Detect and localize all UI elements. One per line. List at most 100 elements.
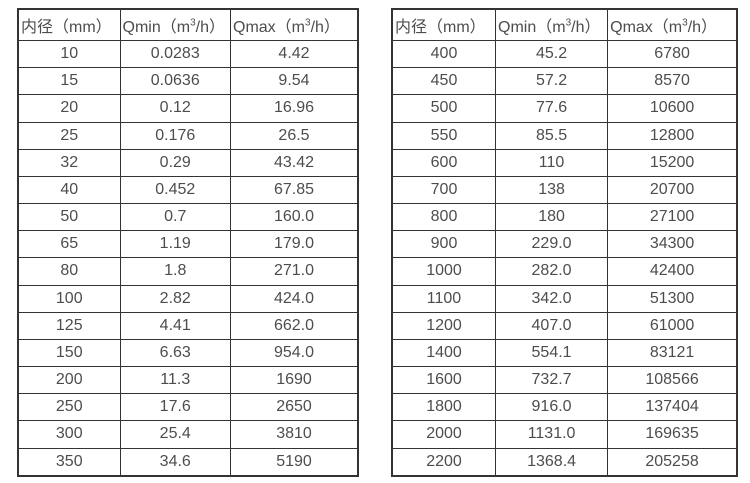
table-row: 150 6.63 954.0 xyxy=(17,338,359,368)
table-cell: 4.42 xyxy=(230,39,359,69)
cubic-superscript: 3 xyxy=(565,17,572,29)
table-cell: 150 xyxy=(17,338,121,368)
table-cell: 424.0 xyxy=(230,284,359,313)
table-cell: 200 xyxy=(17,366,121,395)
table-cell: 300 xyxy=(17,420,121,449)
table-cell: 1100 xyxy=(391,284,496,313)
table-cell: 42400 xyxy=(607,257,738,286)
table-cell: 0.0283 xyxy=(119,39,231,69)
table-cell: 1600 xyxy=(391,366,496,395)
header-qmax-unit-suffix: /h） xyxy=(687,19,718,36)
table-cell: 50 xyxy=(17,203,121,232)
table-cell: 500 xyxy=(391,94,496,123)
table-row: 2200 1368.4 205258 xyxy=(391,447,738,477)
table-cell: 2000 xyxy=(391,420,496,449)
table-cell: 100 xyxy=(17,284,121,313)
table-row: 1600 732.7 108566 xyxy=(391,366,738,395)
table-row: 350 34.6 5190 xyxy=(17,447,359,477)
table-cell: 0.29 xyxy=(119,148,231,177)
table-row: 100 2.82 424.0 xyxy=(17,284,359,313)
table-cell: 77.6 xyxy=(494,94,609,123)
table-row: 1200 407.0 61000 xyxy=(391,311,738,340)
header-diameter-label: 内径（mm） xyxy=(395,19,486,36)
table-cell: 85.5 xyxy=(494,121,609,150)
table-cell: 1200 xyxy=(391,311,496,340)
table-cell: 8570 xyxy=(607,67,738,96)
table-cell: 271.0 xyxy=(230,257,359,286)
header-qmax-unit-suffix: /h） xyxy=(310,19,340,36)
table-cell: 229.0 xyxy=(494,230,609,259)
table-cell: 34300 xyxy=(607,230,738,259)
table-cell: 83121 xyxy=(607,338,738,368)
table-row: 300 25.4 3810 xyxy=(17,420,359,449)
table-cell: 250 xyxy=(17,393,121,422)
table-cell: 800 xyxy=(391,203,496,232)
table-cell: 10600 xyxy=(607,94,738,123)
flow-spec-table-small-diameters: 内径（mm） Qmin（m3/h） Qmax（m3/h） 10 0.0283 4.4… xyxy=(17,8,359,477)
table-cell: 179.0 xyxy=(230,230,359,259)
table-cell: 3810 xyxy=(230,420,359,449)
table-row: 400 45.2 6780 xyxy=(391,39,738,69)
table-cell: 20700 xyxy=(607,175,738,205)
table-row: 15 0.0636 9.54 xyxy=(17,67,359,96)
table-cell: 57.2 xyxy=(494,67,609,96)
table-row: 1400 554.1 83121 xyxy=(391,338,738,368)
table-row: 600 110 15200 xyxy=(391,148,738,177)
table-row: 450 57.2 8570 xyxy=(391,67,738,96)
header-qmax-label: Qmax（m xyxy=(233,19,306,36)
cubic-superscript: 3 xyxy=(190,17,196,29)
cubic-superscript: 3 xyxy=(682,17,688,29)
table-row: 2000 1131.0 169635 xyxy=(391,420,738,449)
table-cell: 1.8 xyxy=(119,257,231,286)
table-cell: 45.2 xyxy=(494,39,609,69)
table-cell: 4.41 xyxy=(119,311,231,340)
table-cell: 65 xyxy=(17,230,121,259)
table-cell: 1000 xyxy=(391,257,496,286)
header-qmax: Qmax（m3/h） xyxy=(230,8,359,41)
table-row: 1800 916.0 137404 xyxy=(391,393,738,422)
table-cell: 138 xyxy=(494,175,609,205)
table-cell: 342.0 xyxy=(494,284,609,313)
table-row: 800 180 27100 xyxy=(391,203,738,232)
table-cell: 6.63 xyxy=(119,338,231,368)
table-cell: 732.7 xyxy=(494,366,609,395)
table-cell: 0.0636 xyxy=(119,67,231,96)
header-diameter-label: 内径（mm） xyxy=(21,19,112,36)
table-cell: 169635 xyxy=(607,420,738,449)
table-row: 700 138 20700 xyxy=(391,175,738,205)
table-cell: 160.0 xyxy=(230,203,359,232)
cubic-superscript: 3 xyxy=(305,17,311,29)
header-row: 内径（mm） Qmin（m3/h） Qmax（m3/h） xyxy=(391,8,738,41)
header-qmin: Qmin（m3/h） xyxy=(494,8,609,41)
table-cell: 2650 xyxy=(230,393,359,422)
table-cell: 1800 xyxy=(391,393,496,422)
table-body-large-diameters: 400 45.2 6780 450 57.2 8570 500 77.6 10600 550 85.… xyxy=(391,39,738,477)
table-cell: 5190 xyxy=(230,447,359,477)
table-row: 20 0.12 16.96 xyxy=(17,94,359,123)
header-qmin-unit-suffix: /h） xyxy=(571,19,601,36)
table-cell: 0.7 xyxy=(119,203,231,232)
table-cell: 67.85 xyxy=(230,175,359,205)
table-row: 250 17.6 2650 xyxy=(17,393,359,422)
table-cell: 137404 xyxy=(607,393,738,422)
table-cell: 180 xyxy=(494,203,609,232)
table-cell: 662.0 xyxy=(230,311,359,340)
table-cell: 1.19 xyxy=(119,230,231,259)
table-cell: 2.82 xyxy=(119,284,231,313)
table-cell: 9.54 xyxy=(230,67,359,96)
table-row: 1000 282.0 42400 xyxy=(391,257,738,286)
table-cell: 40 xyxy=(17,175,121,205)
table-cell: 700 xyxy=(391,175,496,205)
header-qmin: Qmin（m3/h） xyxy=(119,8,231,41)
header-diameter: 内径（mm） xyxy=(17,8,121,41)
table-cell: 34.6 xyxy=(119,447,231,477)
table-cell: 80 xyxy=(17,257,121,286)
header-qmin-label: Qmin（m xyxy=(122,19,191,36)
table-row: 550 85.5 12800 xyxy=(391,121,738,150)
table-cell: 12800 xyxy=(607,121,738,150)
table-row: 125 4.41 662.0 xyxy=(17,311,359,340)
table-cell: 0.176 xyxy=(119,121,231,150)
table-cell: 0.12 xyxy=(119,94,231,123)
table-cell: 450 xyxy=(391,67,496,96)
table-cell: 600 xyxy=(391,148,496,177)
